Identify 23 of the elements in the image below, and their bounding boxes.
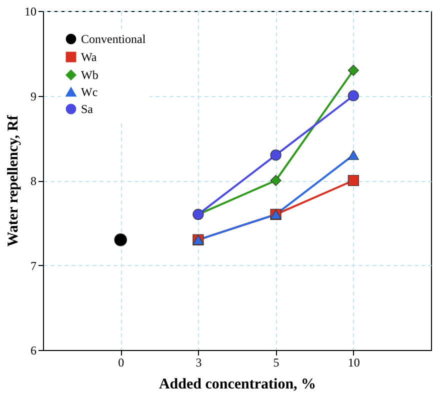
y-tick-label: 7 (30, 258, 36, 273)
point (270, 150, 282, 161)
x-tick-label: 10 (348, 356, 360, 370)
point (348, 64, 359, 76)
point (114, 233, 128, 246)
y-tick-label: 9 (30, 89, 36, 104)
x-tick-label: 0 (118, 356, 124, 370)
y-tick-label: 6 (30, 344, 36, 358)
legend-label: Wa (81, 50, 98, 64)
x-axis-title: Added concentration, % (158, 376, 316, 392)
point (348, 174, 359, 186)
point (348, 150, 359, 160)
y-tick-label: 10 (24, 4, 36, 18)
point (270, 174, 282, 186)
x-tick-label: 5 (273, 356, 280, 370)
y-tick-label: 8 (30, 174, 36, 188)
legend-label: Conventional (81, 32, 146, 46)
legend-label: Sa (81, 102, 94, 116)
legend-label: Wc (81, 85, 98, 99)
point (348, 90, 359, 102)
legend-label: Wb (81, 68, 98, 82)
y-axis-title: Water repellency, Rf (6, 114, 22, 247)
x-tick-label: 3 (196, 356, 202, 370)
